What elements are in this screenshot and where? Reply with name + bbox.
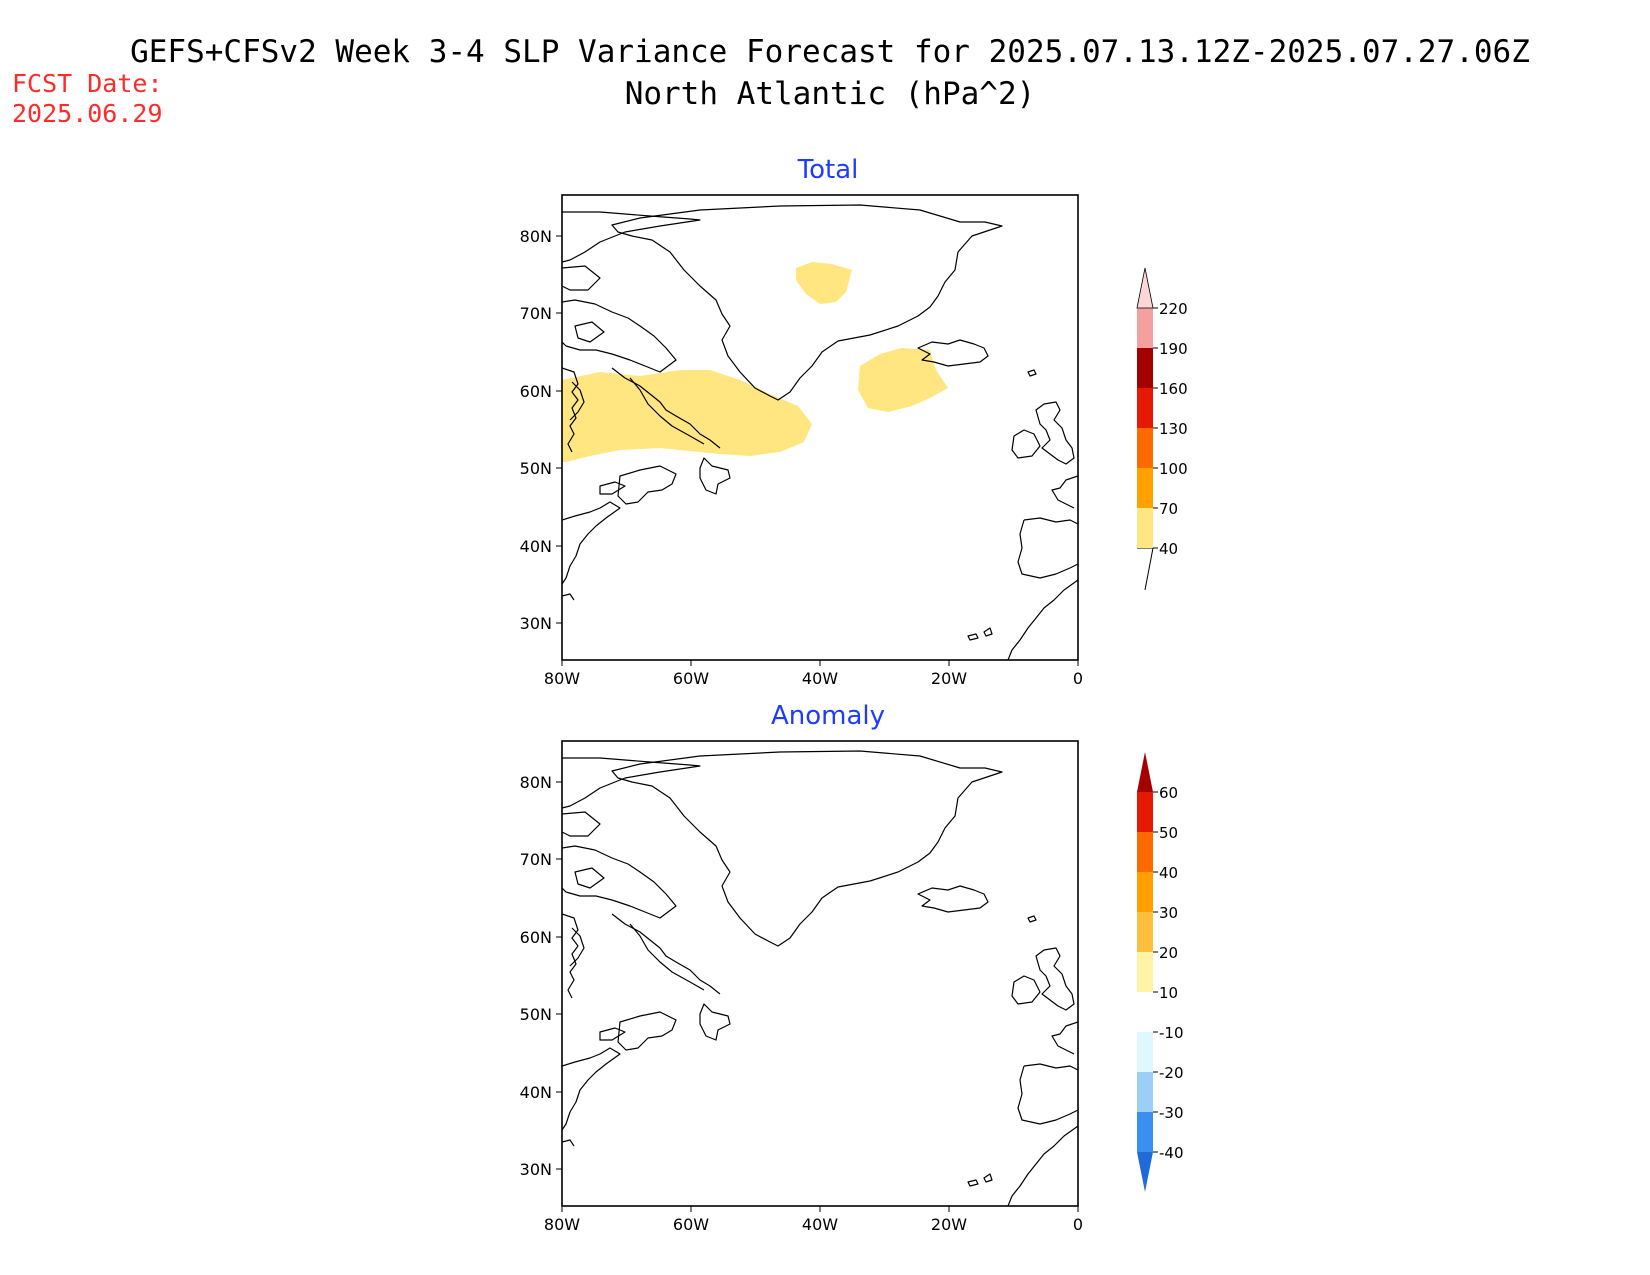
colorbar-anomaly-segment [1137,992,1153,1032]
shade-region-labrador [562,370,812,462]
fcst-date-value: 2025.06.29 [12,99,163,128]
lon-axis-total: 80W 60W 40W 20W 0 [544,660,1083,688]
colorbar-anomaly-label: 60 [1159,784,1178,802]
colorbar-anomaly-lower-arrow [1137,1152,1153,1192]
colorbar-anomaly-segment [1137,1072,1153,1112]
lat-label: 30N [520,614,552,633]
colorbar-anomaly-label: -10 [1159,1024,1184,1042]
map-anomaly [562,741,1078,1206]
lon-label: 80W [544,1215,580,1234]
colorbar-total-label: 190 [1159,340,1188,358]
fcst-date-label: FCST Date: [12,69,163,98]
lon-label: 60W [673,669,709,688]
lat-label: 60N [520,382,552,401]
panel-title-anomaly: Anomaly [771,701,885,731]
lon-label: 80W [544,669,580,688]
shade-region-iceland-south [858,348,948,412]
colorbar-anomaly-upper-arrow [1137,752,1153,792]
lat-label: 70N [520,304,552,323]
lat-label: 40N [520,537,552,556]
colorbar-total-label: 40 [1159,540,1178,558]
colorbar-total-upper-arrow [1136,267,1154,309]
lon-label: 40W [802,1215,838,1234]
lon-label: 40W [802,669,838,688]
colorbar-total-label: 100 [1159,460,1188,478]
colorbar-anomaly-label: 20 [1159,944,1178,962]
colorbar-total-segment [1137,308,1153,348]
colorbar-total-segment [1137,388,1153,428]
lat-axis-anomaly: 80N 70N 60N 50N 40N 30N [520,773,562,1179]
colorbar-anomaly-segment [1137,1112,1153,1152]
colorbar-anomaly-label: 30 [1159,904,1178,922]
lat-label: 80N [520,227,552,246]
colorbar-total-label: 130 [1159,420,1188,438]
lon-label: 20W [931,669,967,688]
colorbar-anomaly: -40 -30 -20 -10 10 20 30 40 50 60 [1137,752,1184,1192]
colorbar-total-segment [1137,468,1153,508]
lat-label: 50N [520,459,552,478]
lon-label: 0 [1073,669,1083,688]
lon-label: 60W [673,1215,709,1234]
lat-label: 80N [520,773,552,792]
colorbar-anomaly-segment [1137,1032,1153,1072]
colorbar-total-label: 70 [1159,500,1178,518]
lon-label: 20W [931,1215,967,1234]
lat-label: 50N [520,1005,552,1024]
lat-label: 30N [520,1160,552,1179]
lat-label: 40N [520,1083,552,1102]
colorbar-total-label: 220 [1159,300,1188,318]
colorbar-total-lower-arrow [1137,547,1154,591]
colorbar-total-label: 160 [1159,380,1188,398]
colorbar-anomaly-label: 40 [1159,864,1178,882]
colorbar-anomaly-segment [1137,792,1153,832]
main-subtitle: North Atlantic (hPa^2) [625,76,1036,112]
colorbar-anomaly-segment [1137,952,1153,992]
lat-label: 70N [520,850,552,869]
colorbar-total-segment [1137,508,1153,548]
colorbar-anomaly-segment [1137,832,1153,872]
colorbar-total-segment [1137,428,1153,468]
panel-title-total: Total [797,155,859,185]
colorbar-anomaly-label: -40 [1159,1144,1184,1162]
map-total [562,195,1078,660]
lon-label: 0 [1073,1215,1083,1234]
lat-label: 60N [520,928,552,947]
shade-region-greenland [796,262,852,304]
colorbar-anomaly-label: -20 [1159,1064,1184,1082]
lat-axis-total: 80N 70N 60N 50N 40N 30N [520,227,562,633]
colorbar-anomaly-segment [1137,912,1153,952]
colorbar-total: 40 70 100 130 160 190 220 [1136,267,1188,591]
colorbar-total-segment [1137,348,1153,388]
colorbar-anomaly-label: -30 [1159,1104,1184,1122]
colorbar-anomaly-label: 10 [1159,984,1178,1002]
colorbar-anomaly-segment [1137,872,1153,912]
colorbar-anomaly-label: 50 [1159,824,1178,842]
main-title: GEFS+CFSv2 Week 3-4 SLP Variance Forecas… [130,34,1530,70]
lon-axis-anomaly: 80W 60W 40W 20W 0 [544,1206,1083,1234]
